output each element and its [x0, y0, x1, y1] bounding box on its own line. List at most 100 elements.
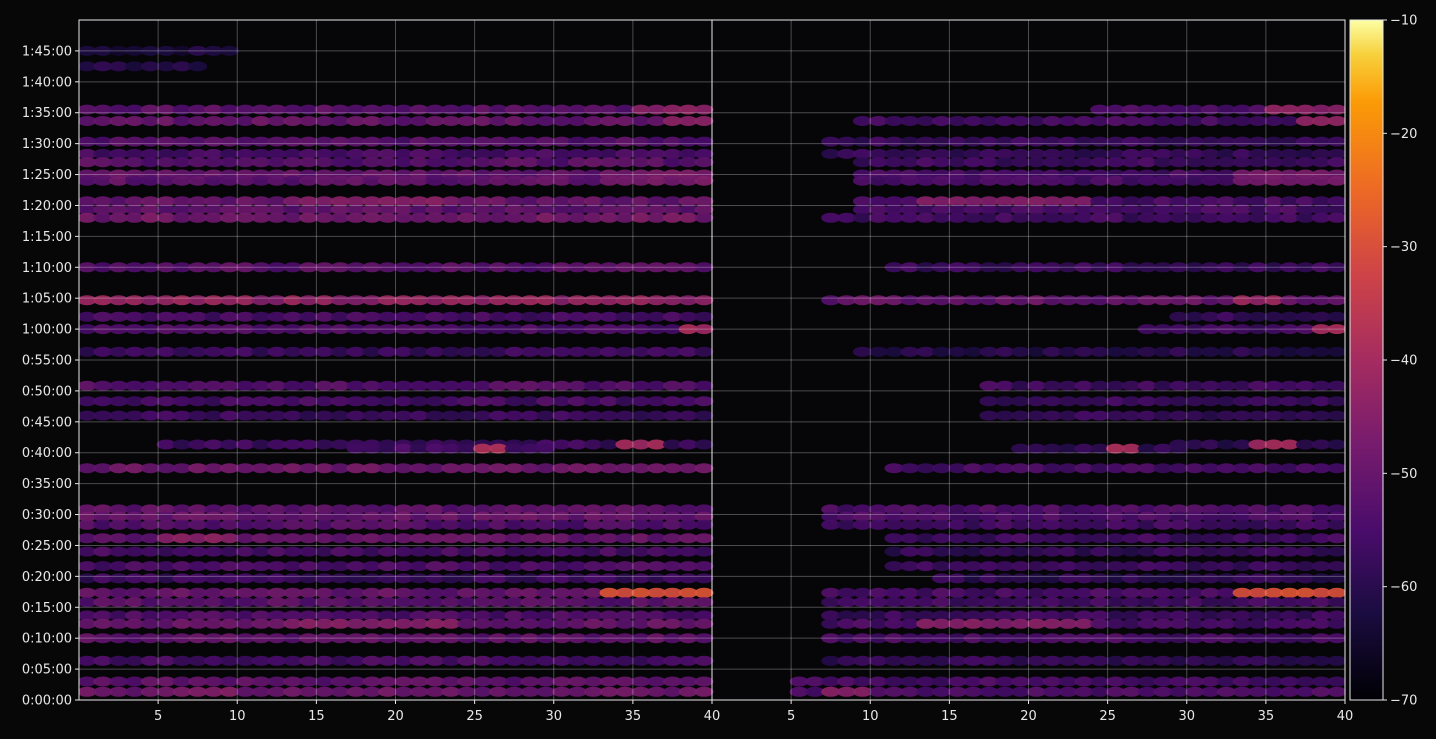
heatmap-cell	[299, 311, 318, 322]
heatmap-cell	[251, 204, 271, 215]
heatmap-cell	[93, 295, 113, 306]
heatmap-cell	[647, 136, 666, 147]
heatmap-cell	[156, 396, 176, 407]
heatmap-cell	[821, 295, 841, 306]
heatmap-cell	[251, 104, 271, 115]
heatmap-cell	[140, 157, 160, 168]
heatmap-cell	[536, 396, 556, 407]
colorbar-tick-label: −70	[1390, 694, 1417, 709]
heatmap-cell	[1280, 610, 1299, 621]
heatmap-cell	[1169, 212, 1189, 223]
heatmap-cell	[219, 618, 239, 629]
heatmap-cell	[1026, 157, 1046, 168]
colorbar-tick-label: −50	[1390, 467, 1417, 482]
heatmap-cell	[172, 380, 192, 391]
heatmap-cell	[599, 116, 619, 126]
heatmap-cell	[1153, 519, 1173, 530]
heatmap-cell	[393, 533, 413, 544]
heatmap-cell	[647, 175, 666, 186]
heatmap-cell	[662, 175, 682, 186]
heatmap-cell	[1185, 396, 1205, 407]
heatmap-cell	[172, 157, 192, 168]
heatmap-cell	[520, 196, 540, 207]
heatmap-cell	[1106, 196, 1125, 207]
heatmap-cell	[1295, 610, 1315, 621]
heatmap-cell	[362, 410, 382, 421]
heatmap-cell	[1121, 655, 1141, 666]
heatmap-cell	[694, 533, 714, 544]
heatmap-cell	[1090, 618, 1110, 629]
heatmap-cell	[393, 196, 413, 207]
heatmap-cell	[1106, 546, 1125, 557]
heatmap-cell	[299, 157, 318, 168]
heatmap-cell	[283, 633, 303, 644]
heatmap-cell	[299, 148, 318, 159]
heatmap-cell	[219, 116, 239, 126]
heatmap-cell	[1216, 116, 1236, 126]
heatmap-cell	[1169, 561, 1189, 572]
heatmap-cell	[1327, 587, 1345, 598]
heatmap-cell	[552, 463, 572, 474]
heatmap-cell	[125, 655, 144, 666]
heatmap-cell	[995, 504, 1015, 515]
heatmap-cell	[1200, 546, 1220, 557]
heatmap-cell	[837, 587, 857, 598]
heatmap-cell	[473, 346, 492, 357]
heatmap-cell	[900, 633, 920, 644]
heatmap-cell	[314, 136, 334, 147]
heatmap-cell	[314, 262, 334, 273]
heatmap-cell	[662, 511, 682, 522]
heatmap-cell	[251, 396, 271, 407]
heatmap-cell	[378, 311, 398, 322]
heatmap-cell	[457, 618, 477, 629]
heatmap-cell	[473, 655, 492, 666]
colorbar-gradient	[1349, 19, 1384, 701]
heatmap-cell	[235, 463, 255, 474]
heatmap-cell	[1153, 262, 1173, 273]
heatmap-cell	[393, 324, 413, 335]
heatmap-cell	[662, 148, 682, 159]
heatmap-cell	[1248, 511, 1268, 522]
heatmap-cell	[125, 295, 144, 306]
heatmap-cell	[694, 157, 714, 168]
heatmap-cell	[283, 686, 303, 697]
heatmap-cell	[1026, 148, 1046, 159]
heatmap-cell	[868, 511, 888, 522]
heatmap-cell	[441, 396, 461, 407]
heatmap-cell	[172, 324, 192, 335]
heatmap-cell	[694, 136, 714, 147]
heatmap-cell	[567, 148, 587, 159]
heatmap-cell	[647, 561, 666, 572]
heatmap-cell	[520, 610, 540, 621]
heatmap-cell	[1311, 633, 1331, 644]
heatmap-cell	[552, 311, 572, 322]
heatmap-cell	[900, 136, 920, 147]
heatmap-cell	[837, 686, 857, 697]
heatmap-cell	[599, 410, 619, 421]
heatmap-cell	[235, 504, 255, 515]
heatmap-cell	[378, 136, 398, 147]
heatmap-cell	[504, 511, 524, 522]
heatmap-cell	[647, 597, 666, 608]
heatmap-cell	[393, 104, 413, 115]
heatmap-cell	[599, 618, 619, 629]
heatmap-cell	[299, 204, 318, 215]
heatmap-cell	[1011, 597, 1031, 608]
heatmap-cell	[1153, 587, 1173, 598]
heatmap-cell	[1042, 546, 1062, 557]
heatmap-cell	[1185, 262, 1205, 273]
heatmap-cell	[109, 61, 129, 72]
heatmap-cell	[488, 324, 508, 335]
heatmap-cell	[821, 655, 841, 666]
heatmap-cell	[79, 157, 97, 168]
heatmap-cell	[1106, 463, 1125, 474]
heatmap-cell	[473, 311, 492, 322]
heatmap-cell	[821, 597, 841, 608]
heatmap-cell	[567, 511, 587, 522]
heatmap-cell	[457, 104, 477, 115]
heatmap-cell	[1248, 104, 1268, 115]
heatmap-cell	[488, 262, 508, 273]
heatmap-cell	[362, 196, 382, 207]
heatmap-cell	[694, 439, 714, 450]
heatmap-cell	[1153, 618, 1173, 629]
